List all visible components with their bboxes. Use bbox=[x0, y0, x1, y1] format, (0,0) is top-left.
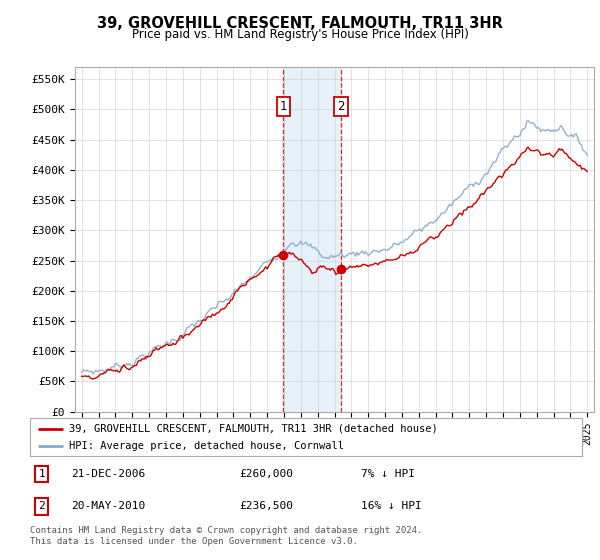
Text: £260,000: £260,000 bbox=[240, 469, 294, 479]
Text: Contains HM Land Registry data © Crown copyright and database right 2024.
This d: Contains HM Land Registry data © Crown c… bbox=[30, 526, 422, 546]
Text: HPI: Average price, detached house, Cornwall: HPI: Average price, detached house, Corn… bbox=[68, 441, 344, 451]
Text: 21-DEC-2006: 21-DEC-2006 bbox=[71, 469, 146, 479]
Text: 1: 1 bbox=[38, 469, 45, 479]
Text: £236,500: £236,500 bbox=[240, 501, 294, 511]
Text: 39, GROVEHILL CRESCENT, FALMOUTH, TR11 3HR: 39, GROVEHILL CRESCENT, FALMOUTH, TR11 3… bbox=[97, 16, 503, 31]
Text: Price paid vs. HM Land Registry's House Price Index (HPI): Price paid vs. HM Land Registry's House … bbox=[131, 28, 469, 41]
Text: 7% ↓ HPI: 7% ↓ HPI bbox=[361, 469, 415, 479]
Bar bbox=[283, 67, 341, 412]
Text: 2: 2 bbox=[38, 501, 45, 511]
Text: 1: 1 bbox=[280, 100, 287, 113]
Text: 2: 2 bbox=[337, 100, 344, 113]
Text: 16% ↓ HPI: 16% ↓ HPI bbox=[361, 501, 422, 511]
Text: 20-MAY-2010: 20-MAY-2010 bbox=[71, 501, 146, 511]
Text: 39, GROVEHILL CRESCENT, FALMOUTH, TR11 3HR (detached house): 39, GROVEHILL CRESCENT, FALMOUTH, TR11 3… bbox=[68, 423, 437, 433]
